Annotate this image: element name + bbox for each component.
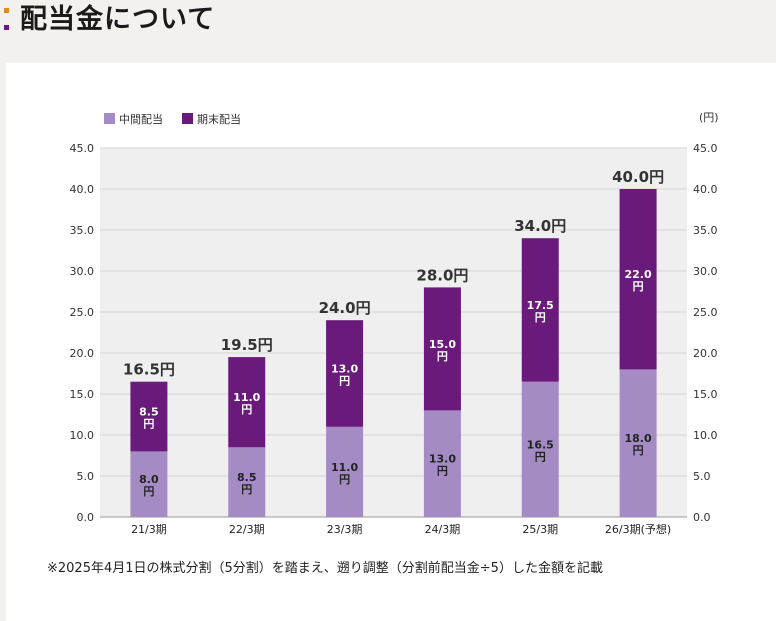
y-tick-label-left: 0.0 [77, 511, 95, 524]
y-tick-label-left: 45.0 [70, 142, 95, 155]
total-label: 24.0円 [319, 299, 371, 317]
interim-value-label: 8.5 [237, 471, 257, 484]
total-label: 16.5円 [123, 361, 175, 379]
dividend-chart: 0.0 0.0 5.0 5.0 10.0 10.0 15.0 15.0 20.0 20.0 25.0… [70, 111, 719, 536]
interim-unit-label: 円 [143, 485, 154, 498]
category-label: 25/3期 [522, 523, 558, 536]
year-end-unit-label: 円 [437, 350, 448, 363]
y-tick-label-left: 20.0 [70, 347, 95, 360]
y-tick-label-right: 25.0 [693, 306, 718, 319]
year-end-unit-label: 円 [143, 418, 154, 431]
footnote: ※2025年4月1日の株式分割（5分割）を踏まえ、遡り調整（分割前配当金÷5）し… [47, 561, 603, 576]
year-end-unit-label: 円 [535, 311, 546, 324]
heading-marker-bottom [4, 25, 9, 30]
interim-value-label: 11.0 [331, 461, 358, 474]
total-label: 40.0円 [612, 168, 664, 186]
year-end-unit-label: 円 [339, 375, 350, 388]
legend-label: 中間配当 [119, 112, 163, 126]
y-tick-label-right: 0.0 [693, 511, 711, 524]
category-label: 26/3期(予想) [605, 522, 671, 536]
year-end-value-label: 8.5 [139, 406, 159, 419]
interim-unit-label: 円 [339, 473, 350, 486]
interim-unit-label: 円 [437, 465, 448, 478]
total-label: 34.0円 [514, 217, 566, 235]
interim-value-label: 16.5 [527, 438, 554, 451]
y-tick-label-left: 35.0 [70, 224, 95, 237]
bar-interim [326, 426, 364, 517]
year-end-value-label: 13.0 [331, 363, 358, 376]
interim-unit-label: 円 [535, 450, 546, 463]
total-label: 19.5円 [221, 336, 273, 354]
y-tick-label-right: 30.0 [693, 265, 718, 278]
chart-card: 0.0 0.0 5.0 5.0 10.0 10.0 15.0 15.0 20.0 20.0 25.0… [6, 63, 776, 621]
heading-marker-icon [4, 8, 9, 30]
bar-year-end [326, 320, 364, 427]
legend-swatch [104, 113, 115, 124]
bar-interim [228, 447, 266, 517]
y-tick-label-left: 30.0 [70, 265, 95, 278]
bar-interim [423, 410, 461, 517]
y-tick-label-right: 20.0 [693, 347, 718, 360]
category-label: 24/3期 [425, 523, 461, 536]
bar-interim [130, 451, 168, 517]
legend-label: 期末配当 [197, 112, 241, 126]
y-tick-label-left: 5.0 [77, 470, 95, 483]
bar-interim [521, 381, 559, 517]
category-label: 23/3期 [327, 523, 363, 536]
year-end-unit-label: 円 [241, 403, 252, 416]
year-end-value-label: 15.0 [429, 338, 456, 351]
y-tick-label-right: 5.0 [693, 470, 711, 483]
y-tick-label-left: 25.0 [70, 306, 95, 319]
year-end-value-label: 17.5 [527, 299, 554, 312]
y-tick-label-right: 10.0 [693, 429, 718, 442]
y-tick-label-left: 15.0 [70, 388, 95, 401]
bar-interim [619, 369, 657, 517]
bar-year-end [619, 189, 657, 370]
y-tick-label-right: 15.0 [693, 388, 718, 401]
total-label: 28.0円 [416, 266, 468, 284]
y-tick-label-left: 10.0 [70, 429, 95, 442]
year-end-value-label: 22.0 [625, 268, 652, 281]
interim-unit-label: 円 [633, 444, 644, 457]
plot-background [100, 148, 687, 517]
bar-year-end [130, 381, 168, 452]
y-tick-label-left: 40.0 [70, 183, 95, 196]
y-tick-label-right: 35.0 [693, 224, 718, 237]
section-header: 配当金について [0, 0, 776, 40]
y-tick-label-right: 40.0 [693, 183, 718, 196]
heading-marker-top [4, 8, 9, 13]
category-label: 22/3期 [229, 523, 265, 536]
y-tick-label-right: 45.0 [693, 142, 718, 155]
bar-year-end [521, 238, 559, 382]
interim-unit-label: 円 [241, 483, 252, 496]
year-end-value-label: 11.0 [233, 391, 260, 404]
interim-value-label: 8.0 [139, 473, 159, 486]
bar-year-end [423, 287, 461, 411]
interim-value-label: 13.0 [429, 453, 456, 466]
unit-label: (円) [699, 111, 719, 124]
bar-year-end [228, 357, 266, 448]
page-title: 配当金について [20, 4, 216, 35]
interim-value-label: 18.0 [625, 432, 652, 445]
legend-swatch [182, 113, 193, 124]
year-end-unit-label: 円 [633, 280, 644, 293]
category-label: 21/3期 [131, 523, 167, 536]
